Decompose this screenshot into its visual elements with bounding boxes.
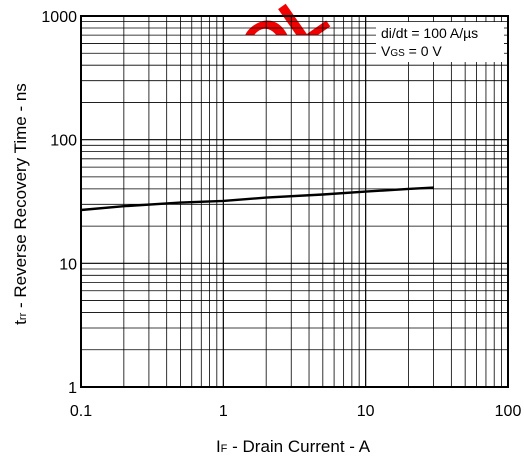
x-tick-label: 100 [495,403,522,420]
annotation-vgs-main: V [381,43,391,59]
plot-frame [80,15,509,388]
y-tick-label: 100 [50,133,77,150]
annotation-didt: di/dt = 100 A/µs [381,25,478,41]
y-axis-label-main: t [11,320,30,325]
annotation-vgs-sub: GS [390,48,405,59]
y-axis-label-rest: - Reverse Recovery Time - ns [11,83,30,313]
x-tick-label: 0.1 [70,403,92,420]
y-axis-label-sub: rr [17,312,29,320]
series-line [80,186,434,212]
legend-box: di/dt = 100 A/µs VGS = 0 V [376,22,504,62]
x-tick-label: 1 [219,403,228,420]
x-axis-label-sub: F [221,443,228,455]
annotation-background [376,22,504,62]
x-axis-label-main: I [216,437,221,456]
plot-grid [80,16,508,388]
series-group [80,186,434,212]
x-tick-label: 10 [357,403,375,420]
x-axis-label: IF - Drain Current - A [216,437,371,456]
y-tick-label: 1 [68,380,77,397]
annotation-vgs: VGS = 0 V [381,43,442,59]
y-tick-label: 10 [59,256,77,273]
annotation-vgs-rest: = 0 V [405,43,443,59]
y-tick-label: 1000 [41,9,77,26]
tick-labels: 0.1 1 10 100 1 10 100 1000 [41,9,521,420]
x-axis-label-rest: - Drain Current - A [227,437,370,456]
y-axis-label: trr - Reverse Recovery Time - ns [11,83,30,325]
